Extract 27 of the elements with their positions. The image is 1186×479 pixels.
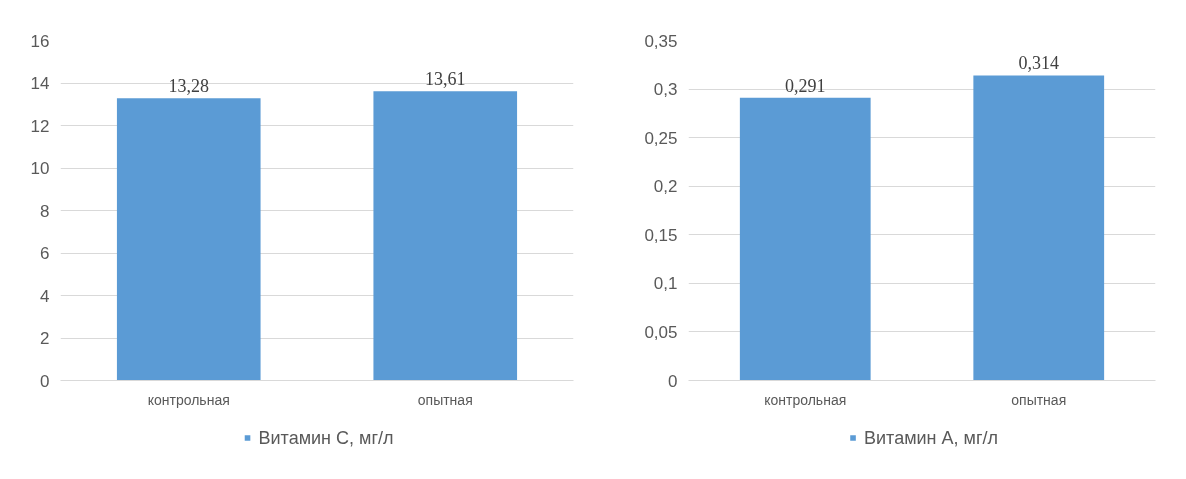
y-tick-label: 8 xyxy=(40,201,50,221)
y-tick-label: 2 xyxy=(40,329,50,348)
y-tick-label: 14 xyxy=(30,74,50,93)
y-tick-label: 0,3 xyxy=(653,80,678,100)
y-tick-label: 0,2 xyxy=(653,177,678,197)
data-label: 13,61 xyxy=(425,69,466,90)
y-tick-label: 0,35 xyxy=(644,31,678,51)
x-tick-label: опытная xyxy=(1011,391,1067,408)
data-label: 13,28 xyxy=(168,76,209,97)
x-tick-label: контрольная xyxy=(147,391,230,408)
legend-label: Витамин A, мг/л xyxy=(864,427,998,448)
data-label: 0,291 xyxy=(785,75,826,96)
x-tick-label: контрольная xyxy=(764,391,847,408)
y-tick-label: 0,15 xyxy=(644,225,678,245)
y-tick-label: 0,1 xyxy=(653,274,678,294)
y-tick-label: 4 xyxy=(40,286,50,306)
y-tick-label: 0,25 xyxy=(644,128,678,148)
y-tick-label: 0 xyxy=(668,371,678,391)
legend-label: Витамин C, мг/л xyxy=(258,427,394,448)
y-tick-label: 10 xyxy=(30,159,50,178)
y-tick-label: 0 xyxy=(40,371,50,391)
x-tick-label: опытная xyxy=(417,391,473,408)
y-tick-label: 0,05 xyxy=(644,322,678,342)
data-label: 0,314 xyxy=(1018,53,1059,74)
y-tick-label: 12 xyxy=(30,116,50,136)
y-tick-label: 6 xyxy=(40,244,50,263)
y-tick-label: 16 xyxy=(30,31,50,51)
